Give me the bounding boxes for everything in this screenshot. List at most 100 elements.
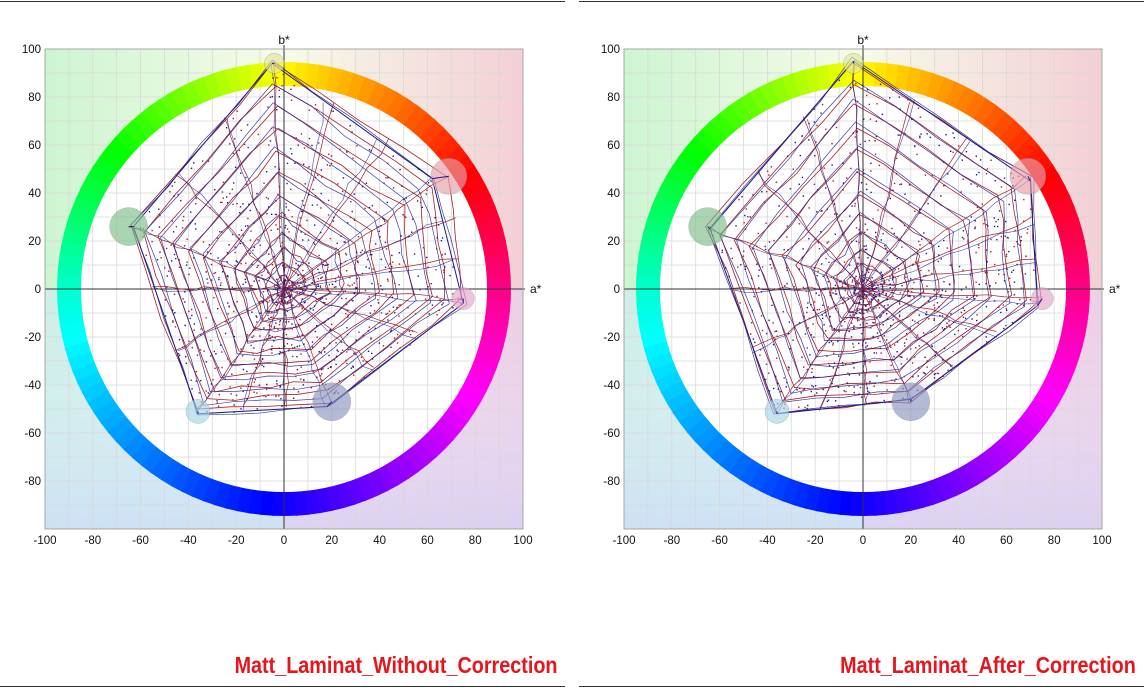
sample-point bbox=[981, 203, 983, 205]
sample-point bbox=[918, 345, 920, 347]
sample-point bbox=[867, 271, 870, 274]
sample-point bbox=[275, 200, 277, 202]
sample-point bbox=[276, 309, 278, 312]
sample-point bbox=[284, 227, 287, 229]
sample-point bbox=[205, 271, 207, 273]
sample-point bbox=[231, 286, 234, 289]
sample-point bbox=[952, 151, 954, 154]
sample-point bbox=[866, 188, 868, 191]
sample-point bbox=[210, 383, 213, 385]
measured-spoke bbox=[860, 141, 971, 289]
sample-point bbox=[923, 232, 925, 234]
sample-point bbox=[862, 279, 865, 282]
sample-point bbox=[892, 284, 895, 286]
sample-point bbox=[276, 76, 278, 79]
sample-point bbox=[312, 309, 315, 311]
sample-point bbox=[835, 126, 838, 129]
hue-ring-segment bbox=[709, 112, 736, 140]
sample-point bbox=[877, 337, 879, 339]
sample-point bbox=[808, 317, 811, 319]
hue-ring-segment bbox=[402, 104, 427, 132]
sample-point bbox=[314, 293, 317, 295]
sample-point bbox=[424, 298, 427, 300]
sample-point bbox=[882, 323, 884, 326]
measured-contour bbox=[823, 231, 910, 323]
sample-point bbox=[798, 183, 800, 185]
sample-point bbox=[764, 201, 766, 204]
sample-point bbox=[383, 218, 385, 221]
sample-point bbox=[271, 352, 273, 354]
sample-point bbox=[300, 287, 302, 289]
sample-point bbox=[939, 314, 941, 317]
sample-point bbox=[772, 322, 774, 324]
sample-point bbox=[798, 268, 801, 270]
sample-point bbox=[286, 182, 288, 185]
sample-point bbox=[868, 301, 870, 303]
sample-point bbox=[239, 211, 241, 214]
sample-point bbox=[917, 322, 919, 324]
sample-point bbox=[345, 312, 347, 315]
sample-point bbox=[436, 295, 438, 298]
sample-point bbox=[385, 313, 387, 315]
sample-point bbox=[899, 292, 902, 294]
sample-point bbox=[728, 275, 730, 278]
sample-point bbox=[258, 279, 260, 282]
sample-point bbox=[878, 292, 881, 294]
sample-point bbox=[249, 209, 251, 212]
sample-point bbox=[405, 197, 407, 199]
sample-point bbox=[960, 311, 963, 314]
sample-point bbox=[289, 296, 291, 298]
sample-point bbox=[826, 242, 828, 244]
sample-point bbox=[328, 354, 330, 357]
sample-point bbox=[246, 334, 248, 336]
sample-point bbox=[188, 310, 190, 313]
sample-point bbox=[899, 356, 901, 358]
sample-point bbox=[807, 404, 809, 407]
sample-point bbox=[842, 364, 844, 366]
sample-point bbox=[861, 310, 864, 313]
sample-point bbox=[173, 293, 176, 296]
sample-point bbox=[821, 103, 824, 106]
sample-point bbox=[837, 340, 839, 343]
sample-point bbox=[963, 238, 965, 240]
sample-point bbox=[873, 322, 875, 324]
sample-point bbox=[233, 360, 236, 363]
sample-point bbox=[253, 222, 255, 224]
sample-point bbox=[236, 300, 238, 303]
sample-point bbox=[865, 245, 867, 247]
sample-point bbox=[721, 251, 723, 254]
sample-point bbox=[339, 148, 341, 151]
sample-point bbox=[886, 348, 888, 351]
sample-point bbox=[392, 306, 395, 308]
sample-point bbox=[990, 159, 992, 162]
sample-point bbox=[876, 103, 878, 105]
sample-point bbox=[329, 165, 331, 167]
hue-ring-segment bbox=[191, 474, 213, 502]
sample-point bbox=[372, 268, 374, 270]
sample-point bbox=[330, 110, 333, 112]
sample-point bbox=[263, 395, 265, 397]
hue-ring-segment bbox=[637, 253, 663, 270]
sample-point bbox=[310, 405, 313, 408]
sample-point bbox=[368, 326, 371, 328]
sample-point bbox=[219, 230, 221, 233]
hue-ring-segment bbox=[284, 491, 298, 516]
sample-point bbox=[261, 358, 264, 360]
sample-point bbox=[177, 352, 180, 355]
sample-point bbox=[333, 286, 336, 288]
sample-point bbox=[361, 249, 364, 252]
sample-point bbox=[233, 288, 235, 290]
sample-point bbox=[758, 287, 760, 289]
sample-point bbox=[788, 369, 790, 371]
sample-point bbox=[252, 335, 255, 337]
sample-point bbox=[915, 347, 917, 349]
hue-ring-segment bbox=[385, 458, 410, 486]
sample-point bbox=[1026, 232, 1028, 234]
y-tick-label: -80 bbox=[603, 476, 620, 488]
sample-point bbox=[818, 308, 821, 311]
measured-spoke bbox=[284, 287, 462, 304]
sample-point bbox=[312, 179, 315, 181]
sample-point bbox=[278, 168, 280, 171]
sample-point bbox=[266, 213, 268, 215]
sample-point bbox=[1002, 249, 1005, 251]
